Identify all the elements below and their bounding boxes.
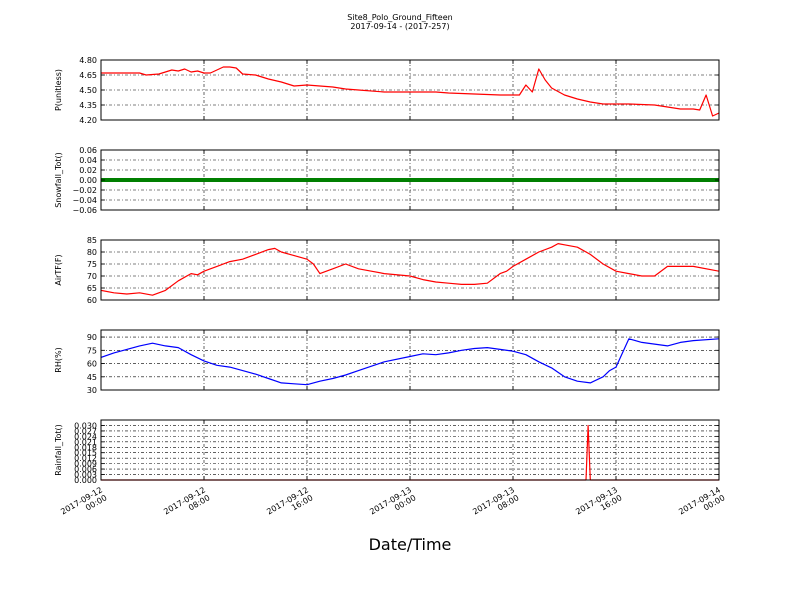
y-tick-label: −0.02 [72,186,97,195]
y-tick-label: 0.021 [74,438,97,447]
series-line-4-1 [101,338,719,386]
y-tick-label: 75 [87,260,97,269]
y-tick-label: 0.00 [79,176,97,185]
y-tick-label: 0.009 [74,460,97,469]
y-tick-label: 0.006 [74,465,97,474]
panel-2: −0.06−0.04−0.020.000.020.040.06 Snowfall_… [54,146,720,215]
y-tick-label: 4.35 [79,101,97,110]
panel-4: 30 45 60 75 90 RH(%) [54,329,720,395]
y-tick-label: 80 [87,248,97,257]
y-tick-label: 0.018 [74,443,97,452]
y-tick-label: 4.20 [79,116,97,125]
y-tick-label: −0.04 [72,196,97,205]
y-tick-label: 0.04 [79,156,97,165]
y-axis-label: AirTF(F) [54,254,63,285]
y-tick-label: 30 [87,386,97,395]
y-tick-label: 0.003 [74,471,97,480]
y-tick-label: 75 [87,346,97,355]
y-axis-label: RH(%) [54,347,63,372]
y-tick-label: 0.027 [74,427,97,436]
y-tick-label: 45 [87,373,97,382]
y-tick-label: 0.06 [79,146,97,155]
y-tick-label: 90 [87,333,97,342]
y-tick-label: 70 [87,272,97,281]
y-tick-label: 0.015 [74,449,97,458]
x-axis-label: Date/Time [369,535,452,554]
y-tick-label: 0.012 [74,454,97,463]
y-tick-label: 0.02 [79,166,97,175]
y-tick-label: 0.000 [74,476,97,485]
y-tick-label: 60 [87,296,97,305]
panel-1: 4.20 4.35 4.50 4.65 4.80 P(unitless) [54,56,720,125]
y-axis-label: Rainfall_Tot() [54,424,63,476]
series-line-1-1 [101,66,719,117]
y-tick-label: 4.80 [79,56,97,65]
y-tick-label: 0.030 [74,421,97,430]
chart-subtitle: 2017-09-14 - (2017-257) [350,22,449,31]
y-tick-label: 4.50 [79,86,97,95]
y-tick-label: 85 [87,236,97,245]
y-tick-label: 4.65 [79,71,97,80]
y-tick-label: 65 [87,284,97,293]
panels: 4.204.354.504.654.80P(unitless)−0.06−0.0… [54,56,720,485]
y-tick-label: 0.024 [74,432,97,441]
panel-5: 0.0000.0030.0060.0090.0120.0150.0180.021… [54,419,720,485]
y-axis-label: Snowfall_Tot() [54,152,63,208]
y-axis-label: P(unitless) [54,69,63,111]
series-line-3-1 [101,243,719,296]
y-tick-label: 60 [87,360,97,369]
y-tick-label: −0.06 [72,206,97,215]
panel-3: 60 65 70 75 80 85 AirTF(F) [54,236,720,305]
chart-title: Site8_Polo_Ground_Fifteen [347,13,452,22]
